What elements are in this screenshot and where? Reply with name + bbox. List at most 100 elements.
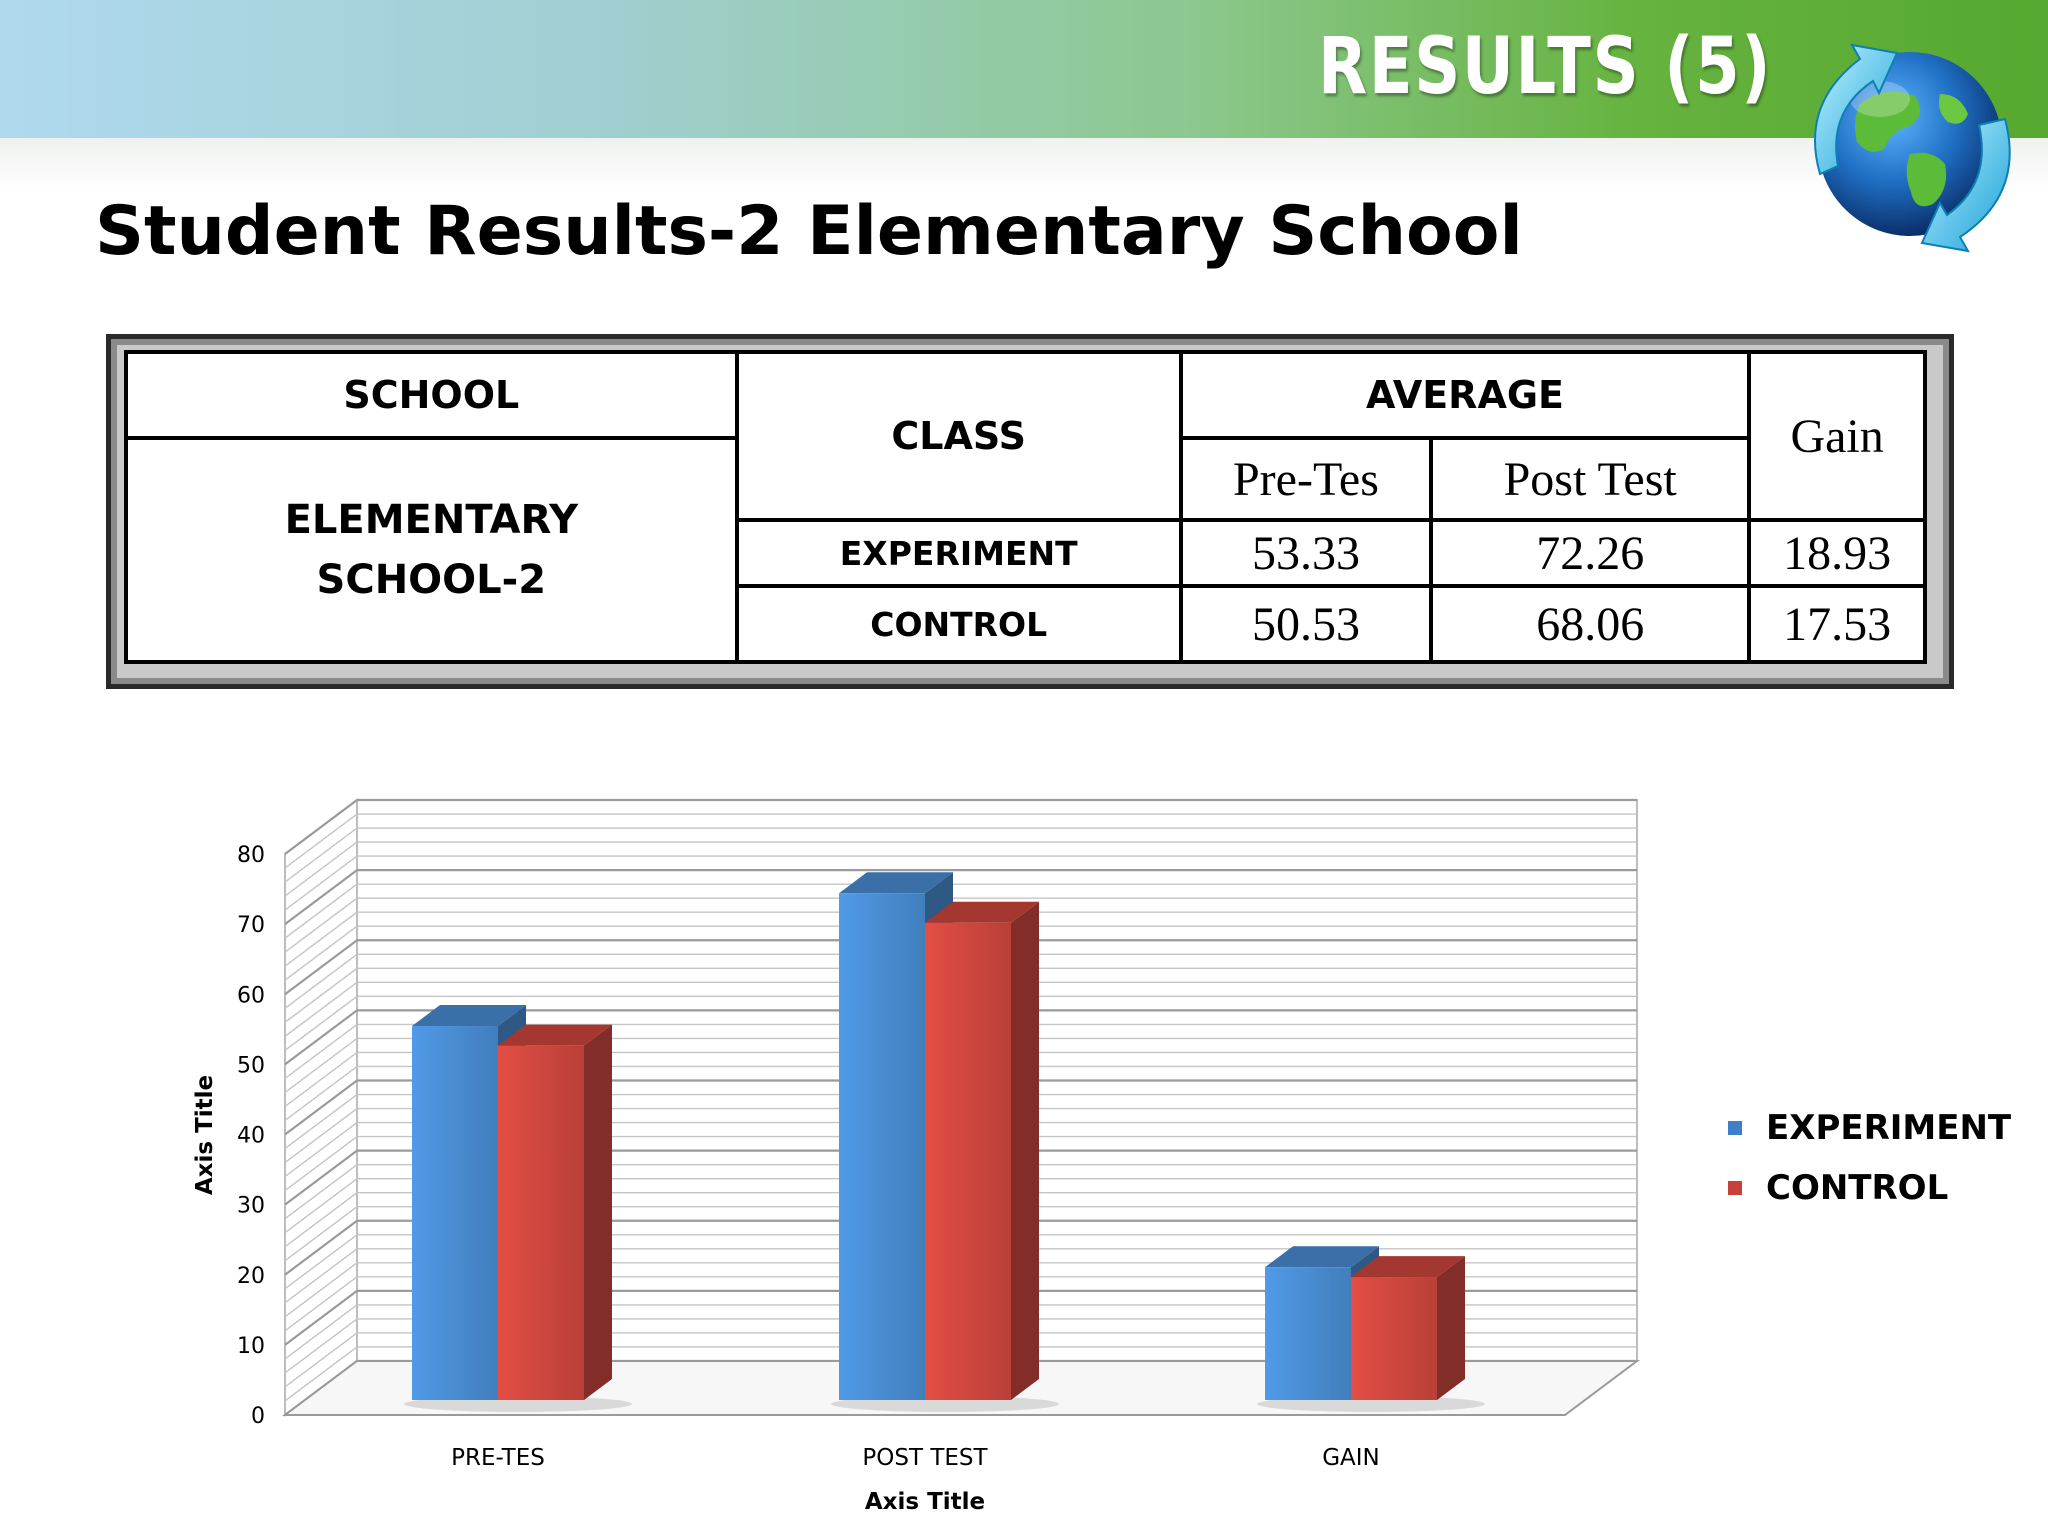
side-gridline bbox=[284, 1178, 358, 1234]
pre-test-header: Pre-Tes bbox=[1178, 436, 1434, 522]
post-test-cell: 72.26 bbox=[1429, 518, 1752, 588]
class-header: CLASS bbox=[734, 350, 1183, 522]
school-name-cell: ELEMENTARY SCHOOL-2 bbox=[124, 436, 739, 664]
bar-top bbox=[1351, 1256, 1465, 1278]
side-gridline bbox=[284, 1065, 358, 1122]
side-gridline bbox=[284, 925, 358, 981]
side-gridline bbox=[284, 841, 358, 897]
side-gridline bbox=[284, 855, 358, 911]
y-tick-label: 60 bbox=[237, 983, 265, 1008]
legend-label-experiment: EXPERIMENT bbox=[1766, 1108, 2012, 1148]
x-tick-label: GAIN bbox=[1322, 1445, 1380, 1471]
side-gridline bbox=[284, 1093, 358, 1150]
bar-experiment-pre-tes bbox=[412, 1026, 498, 1400]
side-gridline bbox=[284, 1206, 358, 1262]
side-gridline bbox=[284, 1234, 358, 1290]
header-banner bbox=[0, 0, 2048, 138]
bar-experiment-post-test bbox=[839, 893, 925, 1400]
x-tick-label: PRE-TES bbox=[451, 1445, 545, 1471]
legend-swatch-experiment bbox=[1728, 1121, 1742, 1135]
x-tick-label: POST TEST bbox=[862, 1445, 988, 1471]
class-cell: EXPERIMENT bbox=[734, 518, 1183, 588]
side-gridline bbox=[284, 995, 358, 1051]
side-gridline bbox=[284, 1164, 358, 1220]
side-gridline bbox=[284, 827, 358, 883]
side-gridline bbox=[284, 1079, 358, 1136]
y-tick-label: 0 bbox=[251, 1404, 265, 1429]
bar-side bbox=[1437, 1256, 1465, 1400]
bar-control-gain bbox=[1351, 1277, 1437, 1400]
school-name-line2: SCHOOL-2 bbox=[316, 557, 547, 603]
side-gridline bbox=[284, 883, 358, 939]
results-table: SCHOOL CLASS AVERAGE Gain ELEMENTARY SCH… bbox=[124, 350, 1927, 664]
side-gridline bbox=[284, 897, 358, 953]
bar-top bbox=[839, 872, 953, 894]
legend-swatch-control bbox=[1728, 1181, 1742, 1195]
gain-cell: 17.53 bbox=[1747, 584, 1927, 664]
y-tick-label: 10 bbox=[237, 1334, 265, 1359]
legend-item-control: CONTROL bbox=[1728, 1158, 2011, 1218]
side-gridline bbox=[284, 1037, 358, 1093]
pre-test-cell: 50.53 bbox=[1178, 584, 1434, 664]
side-gridline bbox=[284, 1289, 358, 1346]
bar-top bbox=[412, 1005, 526, 1027]
bar-top bbox=[498, 1024, 612, 1046]
page-title: Student Results-2 Elementary School bbox=[95, 192, 1523, 271]
side-gridline bbox=[284, 939, 358, 996]
table-row: CONTROL 50.53 68.06 17.53 bbox=[126, 584, 1927, 664]
side-gridline bbox=[284, 1009, 358, 1066]
side-gridline bbox=[284, 1107, 358, 1164]
legend-label-control: CONTROL bbox=[1766, 1168, 1949, 1208]
side-gridline bbox=[284, 813, 358, 869]
side-gridline bbox=[284, 1149, 358, 1206]
y-tick-label: 40 bbox=[237, 1124, 265, 1149]
legend-item-experiment: EXPERIMENT bbox=[1728, 1098, 2011, 1158]
side-gridline bbox=[284, 1304, 358, 1360]
x-axis-title: Axis Title bbox=[865, 1489, 985, 1515]
chart-legend: EXPERIMENT CONTROL bbox=[1728, 1098, 2011, 1218]
y-tick-label: 30 bbox=[237, 1194, 265, 1219]
side-gridline bbox=[284, 1346, 358, 1402]
y-tick-label: 70 bbox=[237, 913, 265, 938]
side-gridline bbox=[284, 1248, 358, 1304]
bar-top bbox=[1265, 1246, 1379, 1268]
y-tick-label: 80 bbox=[237, 843, 265, 868]
side-gridline bbox=[284, 967, 358, 1023]
side-gridline bbox=[284, 1122, 358, 1178]
bar-control-post-test bbox=[925, 922, 1011, 1400]
pre-test-cell: 53.33 bbox=[1178, 518, 1434, 588]
y-tick-label: 20 bbox=[237, 1264, 265, 1289]
side-gridline bbox=[284, 1276, 358, 1332]
globe-logo-icon bbox=[1814, 43, 2011, 253]
post-test-header: Post Test bbox=[1429, 436, 1752, 522]
side-gridline bbox=[284, 1318, 358, 1374]
side-gridline bbox=[284, 1262, 358, 1318]
bar-top bbox=[925, 901, 1039, 923]
bar-control-pre-tes bbox=[498, 1045, 584, 1400]
average-header: AVERAGE bbox=[1178, 350, 1752, 440]
gain-header: Gain bbox=[1747, 350, 1927, 522]
table-row: EXPERIMENT 53.33 72.26 18.93 bbox=[126, 518, 1927, 588]
bar-side bbox=[584, 1024, 612, 1400]
side-gridline bbox=[284, 911, 358, 967]
y-axis-title: Axis Title bbox=[192, 1075, 218, 1195]
post-test-cell: 68.06 bbox=[1429, 584, 1752, 664]
school-name-line1: ELEMENTARY bbox=[284, 497, 579, 543]
y-tick-label: 50 bbox=[237, 1053, 265, 1078]
class-cell: CONTROL bbox=[734, 584, 1183, 664]
school-header: SCHOOL bbox=[124, 350, 739, 440]
side-gridline bbox=[284, 1332, 358, 1388]
side-gridline bbox=[284, 799, 358, 855]
bar-chart: 0 10 20 30 40 50 60 70 80 PRE-TES POST TEST GAIN Axi… bbox=[192, 798, 1640, 1515]
side-gridline bbox=[284, 1023, 358, 1079]
side-gridline bbox=[284, 981, 358, 1037]
results-title: RESULTS (5) bbox=[1318, 22, 1773, 112]
side-gridline bbox=[284, 1136, 358, 1192]
side-gridline bbox=[284, 1192, 358, 1248]
header-banner-shadow bbox=[0, 138, 2048, 268]
bar-side bbox=[1011, 901, 1039, 1400]
bar-experiment-gain bbox=[1265, 1267, 1351, 1400]
side-gridline bbox=[284, 869, 358, 926]
side-gridline bbox=[284, 1051, 358, 1108]
gain-cell: 18.93 bbox=[1747, 518, 1927, 588]
